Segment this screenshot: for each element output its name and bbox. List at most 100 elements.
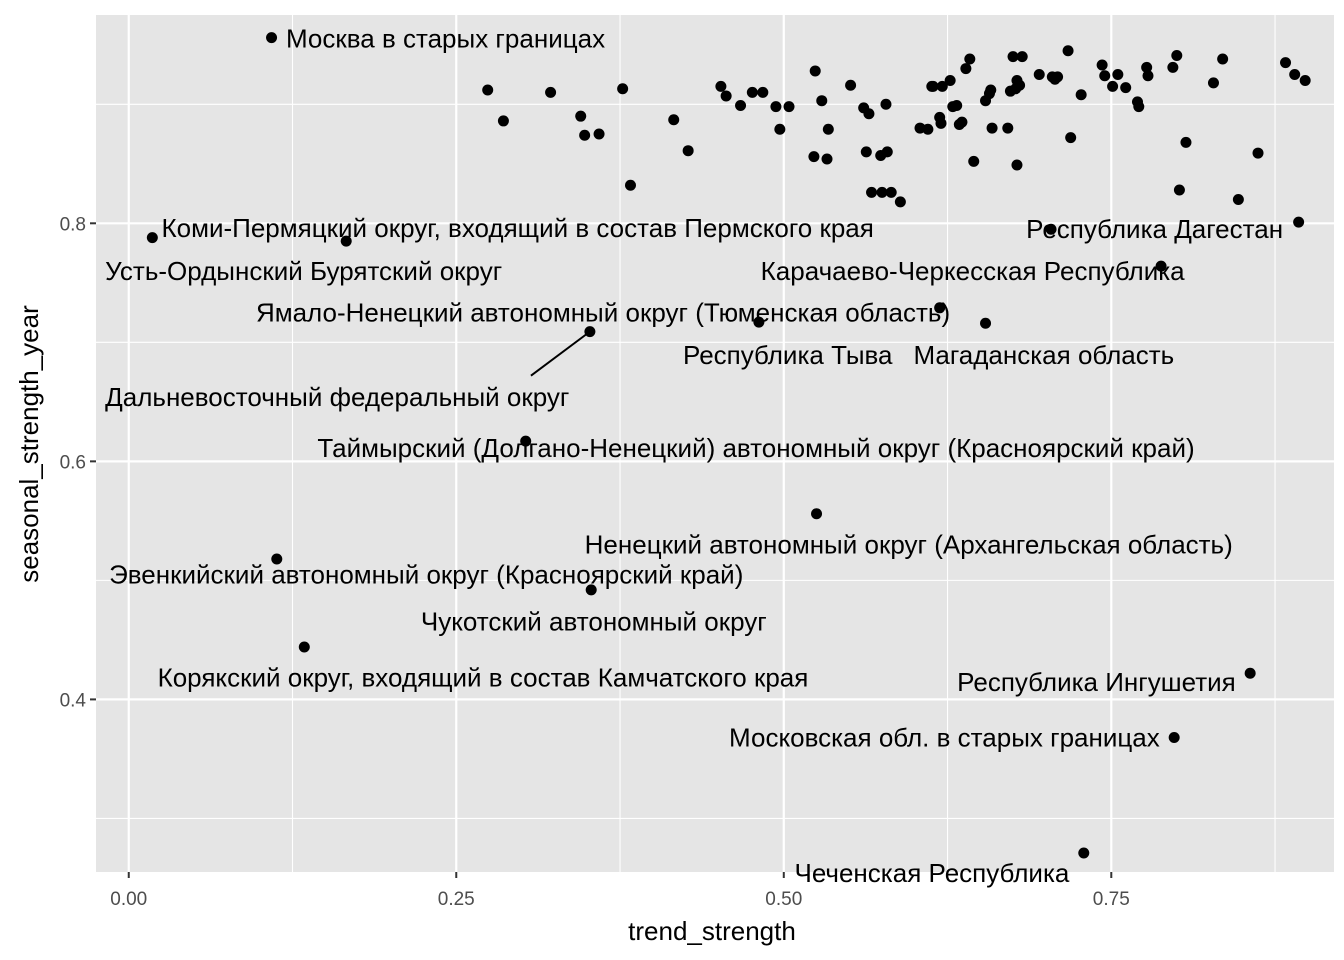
data-point (860, 146, 872, 158)
data-point (1112, 69, 1124, 81)
data-point (1075, 89, 1087, 101)
data-point (1107, 80, 1119, 92)
labeled-data-point (753, 316, 765, 328)
data-point (1280, 57, 1292, 69)
data-point (774, 123, 786, 135)
labeled-data-point (1078, 847, 1090, 859)
labeled-data-point (584, 326, 596, 338)
data-point (735, 99, 747, 111)
data-point (593, 128, 605, 140)
data-point (885, 186, 897, 198)
x-tick-label: 0.50 (765, 889, 802, 910)
point-label: Республика Тыва (683, 340, 893, 370)
data-point (876, 186, 888, 198)
data-point (746, 86, 758, 98)
data-point (863, 108, 875, 120)
data-point (1065, 132, 1077, 144)
labeled-data-point (1155, 260, 1167, 272)
x-axis-ticks: 0.00 0.25 0.50 0.75 (110, 872, 1130, 910)
labeled-data-point (266, 32, 278, 44)
point-label: Республика Дагестан (1026, 214, 1283, 244)
data-point (866, 186, 878, 198)
data-point (482, 84, 494, 96)
data-point (822, 123, 834, 135)
point-labels: Москва в старых границах Коми-Пермяцкий о… (105, 24, 1283, 888)
data-point (1099, 70, 1111, 82)
data-point (770, 101, 782, 113)
y-tick-label: 0.6 (60, 452, 86, 473)
labeled-data-point (980, 317, 992, 329)
data-point (985, 84, 997, 96)
x-axis-title: trend_strength (628, 916, 796, 946)
data-point (986, 122, 998, 134)
point-label: Коми-Пермяцкий округ, входящий в состав … (162, 213, 874, 243)
y-axis-title: seasonal_strength_year (14, 305, 44, 583)
point-label: Ямало-Ненецкий автономный округ (Тюменск… (256, 297, 950, 327)
point-label: Чеченская Республика (795, 858, 1070, 888)
data-point (625, 179, 637, 191)
data-point (1002, 122, 1014, 134)
labeled-data-point (1045, 223, 1057, 235)
labeled-data-point (1244, 667, 1256, 679)
data-point (1173, 184, 1185, 196)
data-point (1062, 45, 1074, 57)
data-point (579, 129, 591, 141)
data-point (668, 114, 680, 126)
point-label: Ненецкий автономный округ (Архангельская… (585, 530, 1233, 560)
data-point (935, 117, 947, 129)
data-point (808, 151, 820, 163)
data-point (1252, 147, 1264, 159)
labeled-data-point (811, 508, 823, 520)
labeled-data-point (271, 553, 283, 565)
data-point (545, 86, 557, 98)
data-point (1052, 71, 1064, 83)
data-point (944, 74, 956, 86)
data-point (1016, 51, 1028, 63)
data-point (936, 80, 948, 92)
point-label: Москва в старых границах (286, 24, 605, 54)
point-label: Дальневосточный федеральный округ (105, 382, 569, 412)
data-point (894, 196, 906, 208)
data-point (922, 123, 934, 135)
data-point (926, 80, 938, 92)
data-point (1011, 159, 1023, 171)
labeled-data-point (1293, 216, 1305, 228)
data-point (956, 116, 968, 128)
label-leader-lines (530, 330, 591, 377)
point-label: Московская обл. в старых границах (729, 722, 1160, 752)
data-point (1217, 53, 1229, 65)
data-point (1299, 74, 1311, 86)
point-label: Корякский округ, входящий в состав Камча… (158, 662, 809, 692)
data-point (881, 146, 893, 158)
data-point (1096, 59, 1108, 71)
labeled-data-point (520, 435, 532, 447)
data-point (1142, 70, 1154, 82)
x-tick-label: 0.25 (438, 889, 475, 910)
data-point (783, 101, 795, 113)
data-point (1120, 82, 1132, 94)
data-point (1014, 79, 1026, 91)
data-point (575, 110, 587, 122)
data-point (1141, 61, 1153, 73)
data-point (816, 95, 828, 107)
data-point (821, 153, 833, 165)
data-point (845, 79, 857, 91)
data-points (146, 32, 1311, 859)
x-tick-label: 0.75 (1093, 889, 1130, 910)
grid-lines (96, 15, 1334, 872)
y-tick-label: 0.8 (60, 214, 86, 235)
data-point (757, 86, 769, 98)
point-label: Магаданская область (913, 340, 1174, 370)
labeled-data-point (340, 235, 352, 247)
data-point (1232, 193, 1244, 205)
labeled-data-point (298, 641, 310, 653)
labeled-data-point (146, 232, 158, 244)
y-axis-ticks: 0.4 0.6 0.8 (60, 214, 96, 711)
data-point (964, 53, 976, 65)
point-label: Карачаево-Черкесская Республика (761, 256, 1186, 286)
x-tick-label: 0.00 (110, 889, 147, 910)
data-point (951, 99, 963, 111)
point-label: Таймырский (Долгано-Ненецкий) автономный… (317, 433, 1194, 463)
data-point (1007, 51, 1019, 63)
